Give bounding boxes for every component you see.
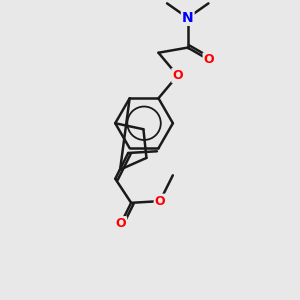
Text: N: N [182,11,194,25]
Text: O: O [154,195,165,208]
Text: O: O [172,69,183,82]
Text: O: O [116,217,126,230]
Text: O: O [203,53,214,66]
